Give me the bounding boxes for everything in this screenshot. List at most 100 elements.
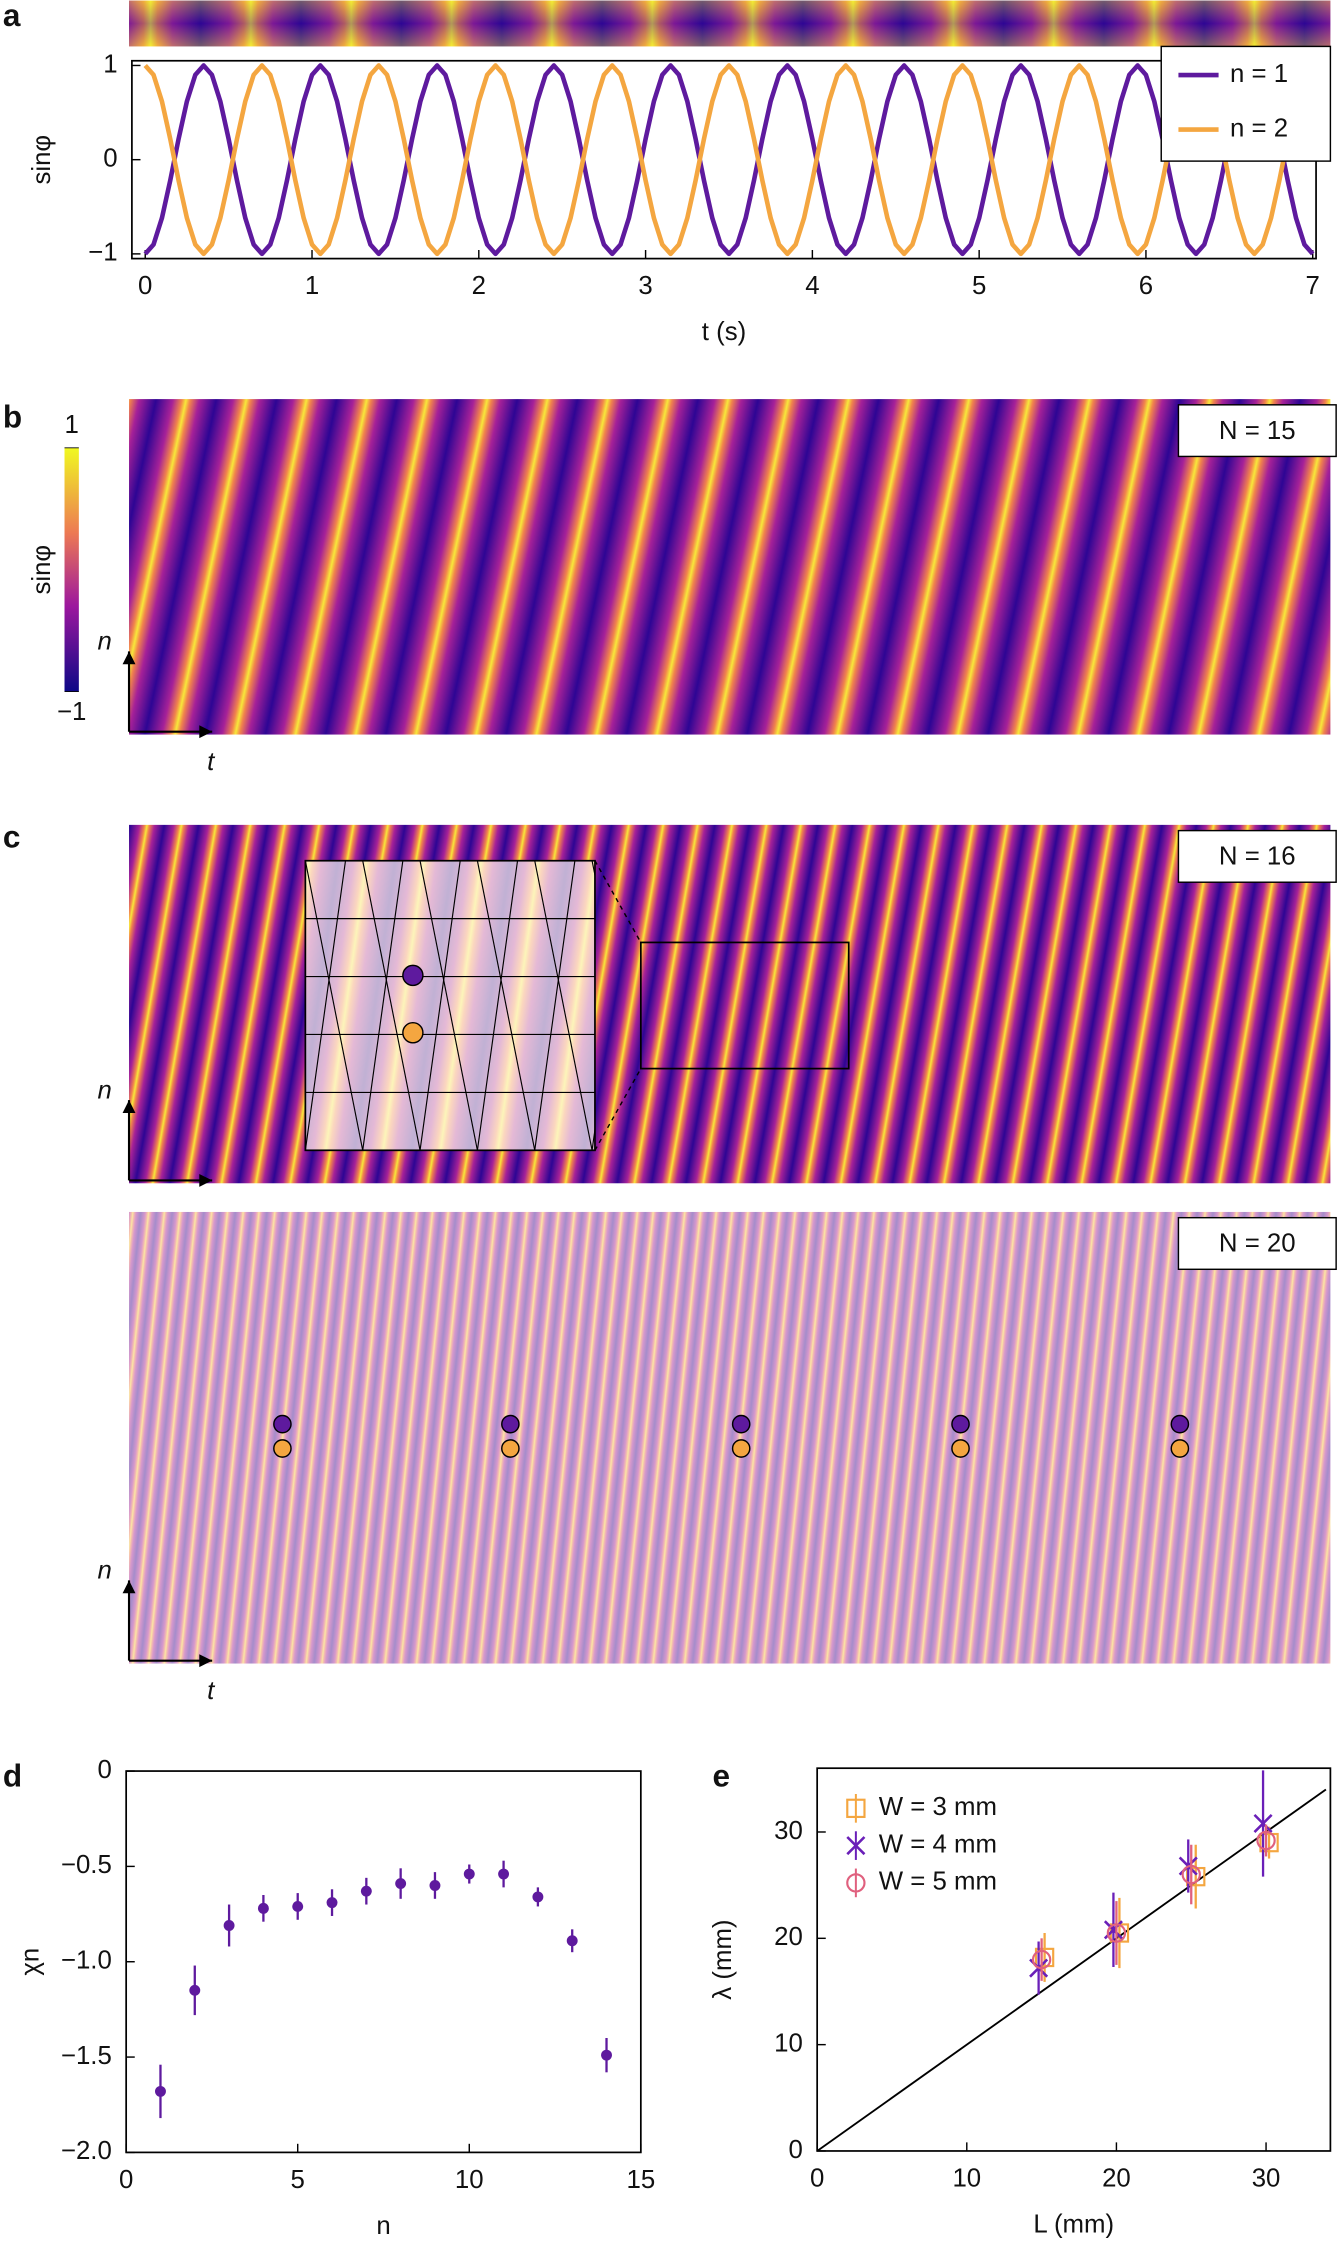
heatmap — [129, 399, 1331, 735]
x-tick-label: 2 — [472, 272, 486, 300]
annotation-box — [1177, 829, 1337, 883]
defect-dot — [501, 1439, 520, 1458]
inset-grid-line — [534, 860, 593, 1151]
annotation-box — [1177, 1216, 1337, 1271]
plot-frame — [816, 1767, 1332, 2152]
inset-grid-line — [476, 860, 519, 1151]
y-tick-label: −2.0 — [61, 2137, 112, 2165]
inset-grid-line — [305, 860, 347, 1151]
x-tick-label: 5 — [291, 2166, 305, 2194]
y-tick-label: −1 — [88, 239, 117, 267]
marker-circle — [1106, 1923, 1127, 1943]
defect-dot — [731, 1439, 751, 1458]
point — [223, 1920, 235, 1931]
defect-dot — [402, 964, 424, 987]
y-tick-label: 0 — [97, 1756, 111, 1784]
n-arrow-head — [122, 1580, 136, 1594]
y-axis-label: χn — [16, 1948, 44, 1976]
x-axis-label: L (mm) — [1033, 2210, 1114, 2238]
zoom-line — [594, 1068, 642, 1151]
inset-grid — [19, 860, 595, 1151]
legend-box — [1160, 45, 1332, 162]
t-label: t — [207, 1677, 216, 1705]
x-tick-label: 10 — [455, 2166, 484, 2194]
x-tick-label: 30 — [1252, 2164, 1281, 2192]
x-tick-label: 6 — [1139, 272, 1153, 300]
x-tick-label: 4 — [805, 272, 819, 300]
n-label: n — [97, 1557, 111, 1585]
defect-dot — [402, 1021, 424, 1044]
marker-circle — [1181, 1864, 1201, 1885]
inset-grid-line — [305, 860, 364, 1151]
y-tick-label: 1 — [103, 50, 117, 78]
panel-label: c — [3, 819, 21, 855]
marker-square — [1034, 1947, 1055, 1968]
legend-label: W = 3 mm — [879, 1793, 997, 1821]
defect-dot — [1170, 1414, 1190, 1434]
defect-dot — [1170, 1439, 1190, 1458]
phase-strip-shade — [129, 0, 1331, 47]
point — [257, 1902, 269, 1914]
n-arrow-head — [122, 1100, 136, 1114]
t-arrow-head — [199, 1654, 213, 1668]
y-tick-label: −0.5 — [61, 1851, 112, 1879]
inset-grid-line — [534, 860, 576, 1151]
y-tick-label: 20 — [774, 1923, 803, 1951]
point — [601, 2049, 612, 2061]
y-tick-label: 0 — [103, 144, 117, 172]
defect-dot — [273, 1439, 292, 1458]
colorbar — [64, 447, 79, 692]
marker-circle — [1031, 1949, 1052, 1970]
annotation: N = 15 — [1219, 417, 1296, 445]
inset-field — [305, 860, 595, 1151]
x-axis-label: t (s) — [702, 318, 746, 346]
zoom-box — [639, 941, 850, 1070]
inset-grid-line — [419, 860, 478, 1151]
inset-grid-line — [362, 860, 404, 1151]
y-tick-label: 10 — [774, 2029, 803, 2057]
x-tick-label: 0 — [119, 2166, 133, 2194]
point — [395, 1878, 407, 1890]
x-tick-label: 5 — [972, 272, 986, 300]
heatmap — [129, 1211, 1331, 1664]
point — [463, 1868, 475, 1880]
panel-label: d — [3, 1758, 22, 1794]
inset-grid-line — [19, 861, 76, 1151]
t-arrow-head — [199, 1173, 213, 1187]
y-axis-label: λ (mm) — [709, 1919, 737, 1999]
x-tick-label: 7 — [1306, 272, 1320, 300]
y-tick-label: 0 — [788, 2136, 802, 2164]
legend-label: n = 2 — [1230, 114, 1288, 142]
reference-line — [816, 1788, 1327, 2152]
point — [498, 1868, 510, 1880]
point — [429, 1880, 441, 1891]
point — [189, 1984, 201, 1996]
colorbar-tick-label: −1 — [57, 698, 86, 726]
zoom-line — [594, 860, 642, 943]
annotation-box — [1177, 404, 1337, 458]
panel-label: b — [3, 398, 22, 434]
inset-grid-line — [476, 860, 536, 1151]
x-tick-label: 20 — [1102, 2164, 1131, 2192]
marker-square — [1259, 1832, 1279, 1853]
defect-dot — [951, 1439, 970, 1458]
point — [326, 1897, 338, 1909]
point — [292, 1900, 304, 1912]
x-tick-label: 0 — [810, 2164, 824, 2192]
series-line — [143, 63, 1315, 257]
annotation: N = 16 — [1219, 843, 1296, 871]
inset-grid-line — [76, 861, 116, 1151]
x-tick-label: 10 — [952, 2164, 981, 2192]
inset-grid-line — [76, 861, 133, 1151]
panel-label: a — [3, 0, 21, 33]
defect-dot — [951, 1414, 970, 1434]
inset-grid-line — [419, 860, 461, 1151]
y-tick-label: −1.0 — [61, 1947, 112, 1975]
point — [532, 1891, 544, 1903]
y-tick-label: 30 — [774, 1817, 803, 1845]
marker-cross — [1253, 1813, 1273, 1834]
colorbar-label: sinφ — [28, 545, 56, 595]
